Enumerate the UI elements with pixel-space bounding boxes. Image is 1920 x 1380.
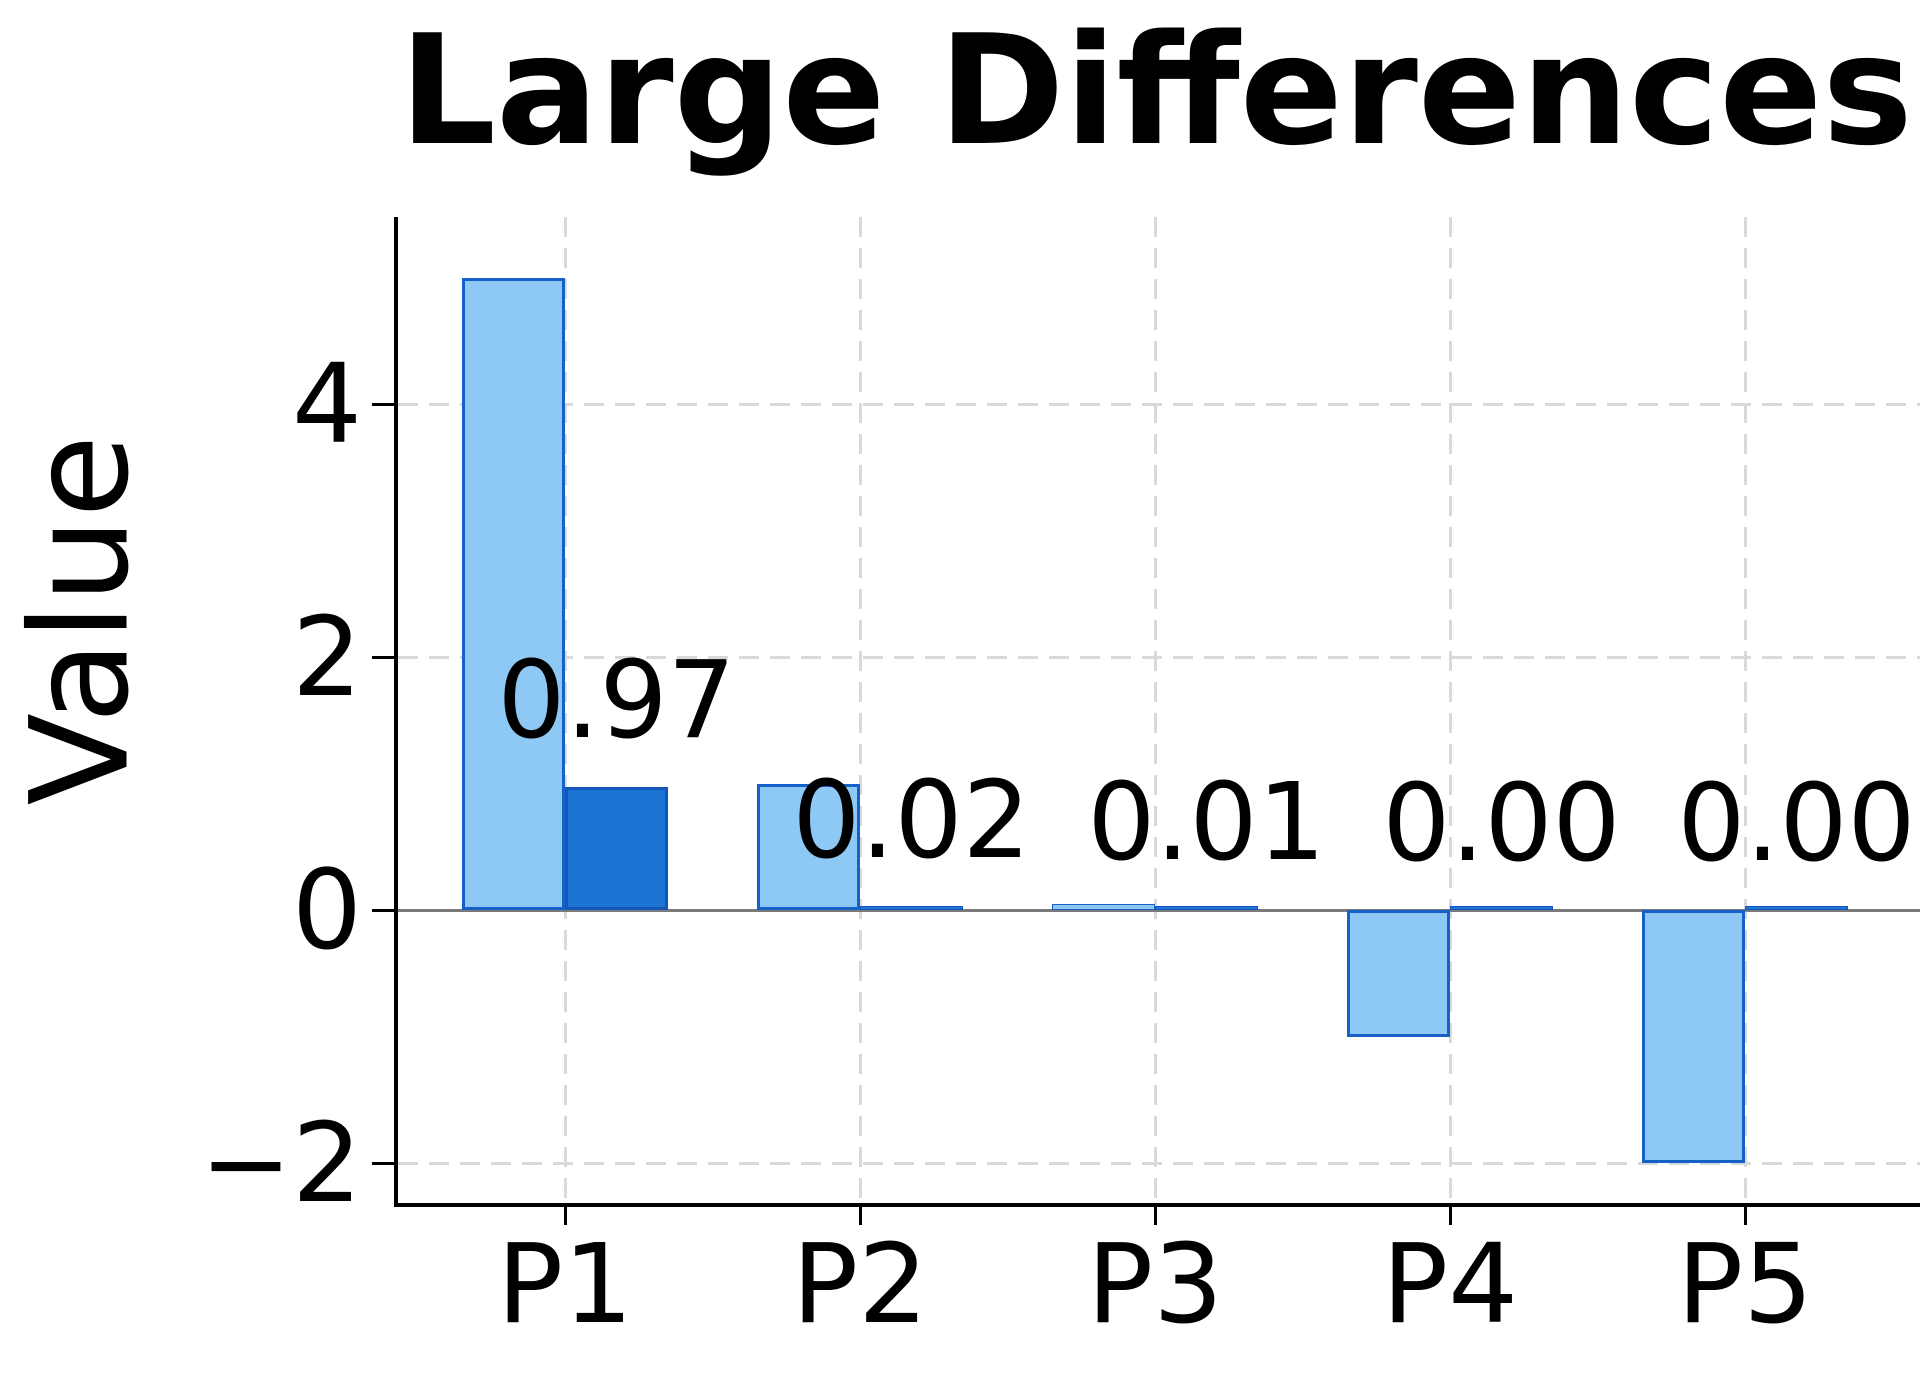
x-tick-label-P5: P5 <box>1676 1220 1814 1348</box>
gridline-vertical-P3 <box>1153 217 1157 1203</box>
bar-dark-blue-bars-P5 <box>1745 906 1848 910</box>
chart-title: Large Differences <box>399 2 1913 179</box>
x-tick-mark-P2 <box>858 1207 862 1225</box>
gridline-horizontal-y-2 <box>398 1161 1920 1165</box>
bar-value-label-P2: 0.02 <box>792 759 1031 884</box>
y-tick-label-4: 4 <box>292 340 362 468</box>
bar-light-blue-bars-P2 <box>757 783 860 910</box>
gridline-horizontal-y4 <box>398 402 1920 406</box>
x-tick-mark-P4 <box>1448 1207 1452 1225</box>
y-tick-mark-0 <box>372 908 394 912</box>
x-tick-mark-P3 <box>1153 1207 1157 1225</box>
y-tick-label-2: 2 <box>292 593 362 721</box>
gridline-vertical-P1 <box>563 217 567 1203</box>
bar-value-label-P4: 0.00 <box>1382 762 1621 886</box>
y-tick-label-0: 0 <box>292 846 362 974</box>
bar-light-blue-bars-P5 <box>1642 910 1745 1163</box>
gridline-vertical-P2 <box>858 217 862 1203</box>
y-tick-mark-−2 <box>372 1161 394 1165</box>
bar-dark-blue-bars-P1 <box>565 787 668 910</box>
y-tick-mark-4 <box>372 402 394 406</box>
bar-value-label-P3: 0.01 <box>1087 760 1326 885</box>
gridline-horizontal-y2 <box>398 655 1920 659</box>
plot-area: 4 2 0 −2 P1 P2 P3 P4 P5 0.97 0.02 0.01 0.00 0.00 <box>200 217 1920 1339</box>
gridline-vertical-P5 <box>1743 217 1747 1203</box>
x-tick-label-P2: P2 <box>791 1220 929 1348</box>
x-tick-mark-P5 <box>1743 1207 1747 1225</box>
bar-dark-blue-bars-P4 <box>1450 906 1553 910</box>
zero-line <box>398 908 1920 912</box>
bar-light-blue-bars-P1 <box>462 277 565 910</box>
bar-dark-blue-bars-P3 <box>1155 906 1258 910</box>
bar-light-blue-bars-P3 <box>1052 903 1155 910</box>
bar-dark-blue-bars-P2 <box>860 906 963 910</box>
y-tick-mark-2 <box>372 655 394 659</box>
bar-value-label-P5: 0.00 <box>1677 762 1916 886</box>
x-tick-label-P4: P4 <box>1381 1220 1519 1348</box>
x-tick-mark-P1 <box>563 1207 567 1225</box>
bar-light-blue-bars-P4 <box>1347 910 1450 1037</box>
gridline-vertical-P4 <box>1448 217 1452 1203</box>
bar-value-label-P1: 0.97 <box>497 639 736 764</box>
x-tick-label-P1: P1 <box>496 1220 634 1348</box>
x-tick-label-P3: P3 <box>1086 1220 1224 1348</box>
y-tick-label-−2: −2 <box>199 1099 362 1227</box>
